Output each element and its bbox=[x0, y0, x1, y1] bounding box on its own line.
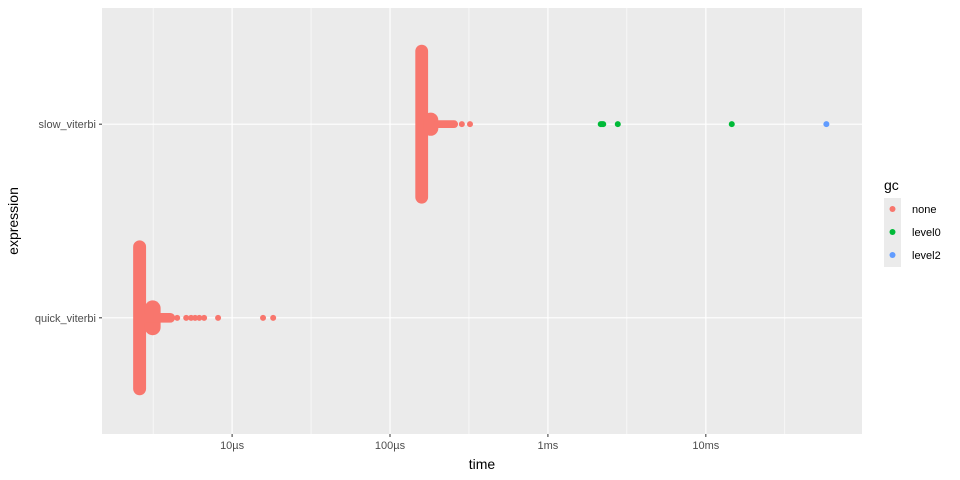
dense-cluster bbox=[133, 240, 147, 396]
data-marks bbox=[133, 44, 830, 396]
x-tick-label: 100µs bbox=[375, 440, 406, 452]
data-point bbox=[174, 314, 181, 321]
data-point bbox=[614, 121, 621, 128]
dense-cluster bbox=[433, 120, 459, 129]
y-tick-label: slow_viterbi bbox=[39, 119, 96, 131]
legend: gc none level0 level2 bbox=[884, 177, 941, 267]
legend-key-none bbox=[889, 206, 896, 212]
data-point bbox=[201, 314, 208, 321]
x-tick-label: 1ms bbox=[538, 440, 559, 452]
legend-key-level2 bbox=[889, 252, 896, 258]
dense-cluster bbox=[141, 312, 176, 323]
dense-cluster bbox=[415, 44, 429, 204]
data-point bbox=[215, 314, 222, 321]
data-point bbox=[183, 314, 190, 321]
x-tick-label: 10ms bbox=[692, 440, 719, 452]
data-point bbox=[458, 121, 465, 128]
data-point bbox=[600, 121, 607, 128]
legend-key-level0 bbox=[889, 229, 896, 235]
y-axis-title: expression bbox=[5, 187, 21, 255]
x-axis-title: time bbox=[469, 456, 496, 472]
x-tick-label: 10µs bbox=[220, 440, 245, 452]
x-axis: 10µs 100µs 1ms 10ms bbox=[220, 434, 720, 452]
y-tick-label: quick_viterbi bbox=[35, 313, 96, 325]
dense-cluster bbox=[423, 112, 439, 136]
grid bbox=[102, 8, 862, 434]
data-point bbox=[466, 121, 473, 128]
data-point bbox=[192, 314, 199, 321]
data-point bbox=[196, 314, 203, 321]
y-axis: quick_viterbi slow_viterbi bbox=[35, 119, 102, 325]
legend-label: none bbox=[912, 204, 936, 216]
data-point bbox=[270, 314, 277, 321]
data-point bbox=[260, 314, 267, 321]
plot-panel bbox=[102, 8, 862, 434]
legend-label: level2 bbox=[912, 250, 941, 262]
data-point bbox=[728, 121, 735, 128]
legend-title: gc bbox=[884, 177, 899, 193]
legend-label: level0 bbox=[912, 227, 941, 239]
data-point bbox=[823, 121, 830, 128]
